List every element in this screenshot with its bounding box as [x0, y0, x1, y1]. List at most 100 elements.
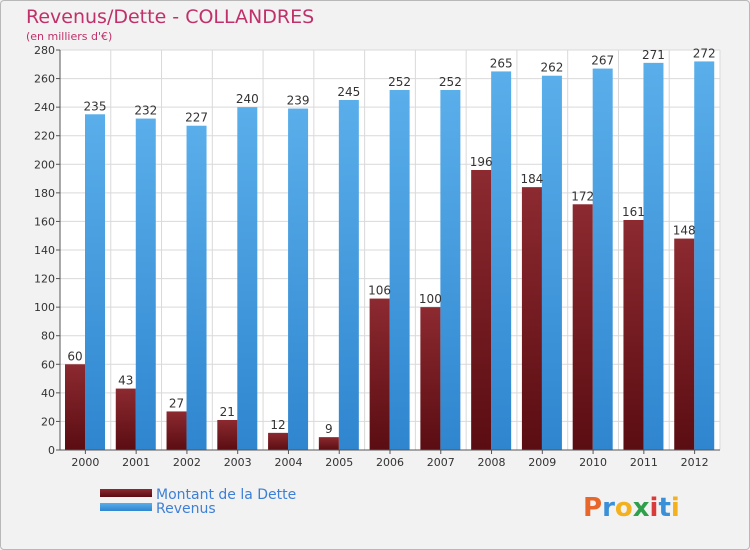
x-tick-label-2006: 2006	[376, 456, 404, 469]
label-revenus-2007: 252	[439, 75, 462, 89]
data-labels: 235 60 232 43 227 27 240 21 239 12 245 9 252 106 252 10…	[67, 46, 715, 436]
label-revenus-2000: 235	[84, 99, 107, 113]
bar-revenus-2002	[186, 125, 207, 450]
y-tick-label: 140	[34, 244, 55, 257]
label-dette-2011: 161	[622, 205, 645, 219]
y-tick-label: 220	[34, 130, 55, 143]
bars	[65, 61, 715, 451]
bar-dette-2002	[166, 411, 187, 450]
label-dette-2006: 106	[368, 284, 391, 298]
x-tick-label-2010: 2010	[579, 456, 607, 469]
y-tick-label: 120	[34, 273, 55, 286]
label-revenus-2008: 265	[490, 56, 513, 70]
label-dette-2008: 196	[470, 155, 493, 169]
x-tick-label-2000: 2000	[71, 456, 99, 469]
bar-dette-2003	[217, 420, 238, 450]
bar-dette-2005	[318, 437, 339, 450]
bar-revenus-2011	[643, 62, 664, 450]
label-dette-2005: 9	[325, 422, 333, 436]
chart-subtitle: (en milliers d'€)	[26, 30, 112, 43]
y-tick-label: 0	[48, 444, 55, 457]
label-dette-2007: 100	[419, 292, 442, 306]
x-tick-label-2002: 2002	[173, 456, 201, 469]
y-tick-label: 180	[34, 187, 55, 200]
label-dette-2001: 43	[118, 374, 133, 388]
label-revenus-2009: 262	[540, 61, 563, 75]
bar-revenus-2000	[85, 114, 105, 451]
bar-revenus-2010	[592, 68, 613, 451]
chart-title: Revenus/Dette - COLLANDRES	[26, 6, 314, 28]
label-dette-2002: 27	[169, 396, 184, 410]
bar-dette-2012	[674, 238, 695, 450]
y-tick-label: 240	[34, 101, 55, 114]
x-tick-label-2008: 2008	[478, 456, 506, 469]
label-revenus-2002: 227	[185, 111, 208, 125]
legend-swatch-debt	[100, 489, 152, 497]
bar-dette-2009	[521, 187, 542, 450]
bar-dette-2008	[471, 170, 492, 450]
y-tick-label: 200	[34, 158, 55, 171]
x-tick-label-2001: 2001	[122, 456, 150, 469]
x-tick-label-2007: 2007	[427, 456, 455, 469]
label-revenus-2010: 267	[591, 54, 614, 68]
x-tick-label-2005: 2005	[325, 456, 353, 469]
label-revenus-2004: 239	[287, 94, 310, 108]
label-revenus-2001: 232	[134, 104, 157, 118]
label-revenus-2003: 240	[236, 92, 259, 106]
y-tick-label: 80	[41, 330, 55, 343]
bar-revenus-2003	[237, 107, 258, 451]
label-revenus-2006: 252	[388, 75, 411, 89]
bar-revenus-2006	[389, 90, 410, 450]
label-revenus-2011: 271	[642, 48, 665, 62]
label-revenus-2012: 272	[693, 46, 716, 60]
bar-dette-2010	[572, 204, 593, 450]
x-tick-label-2011: 2011	[630, 456, 658, 469]
x-tick-label-2003: 2003	[224, 456, 252, 469]
logo-letter: x	[633, 493, 650, 523]
y-tick-label: 60	[41, 358, 55, 371]
bar-revenus-2008	[491, 71, 512, 450]
logo-letter: P	[583, 493, 602, 523]
label-revenus-2005: 245	[337, 85, 360, 99]
bar-revenus-2009	[541, 75, 562, 450]
y-tick-label: 280	[34, 44, 55, 57]
logo-letter: i	[650, 493, 659, 523]
logo-letter: r	[602, 493, 615, 523]
label-dette-2012: 148	[673, 224, 696, 238]
bar-revenus-2001	[135, 118, 156, 451]
y-tick-label: 100	[34, 301, 55, 314]
x-tick-label-2012: 2012	[681, 456, 709, 469]
legend-label-debt: Montant de la Dette	[156, 487, 296, 503]
label-dette-2000: 60	[67, 349, 82, 363]
label-dette-2004: 12	[270, 418, 285, 432]
label-dette-2010: 172	[571, 189, 594, 203]
y-tick-label: 20	[41, 415, 55, 428]
logo-letter: o	[615, 493, 633, 523]
logo-letter: t	[658, 493, 670, 523]
logo-letter: i	[671, 493, 680, 523]
y-tick-label: 260	[34, 73, 55, 86]
legend-label-revenus: Revenus	[156, 501, 216, 517]
y-tick-label: 40	[41, 387, 55, 400]
axes: 0 20 40 60 80 100 120 140 160 180 200 220 240 260 280 2…	[34, 44, 720, 469]
legend-swatch-revenus	[100, 503, 152, 511]
x-tick-label-2004: 2004	[274, 456, 302, 469]
proxiti-logo: Proxiti	[583, 493, 680, 523]
bar-dette-2007	[420, 307, 441, 450]
bar-revenus-2004	[288, 108, 309, 451]
bar-revenus-2007	[440, 90, 461, 450]
label-dette-2009: 184	[520, 172, 543, 186]
label-dette-2003: 21	[220, 405, 235, 419]
bar-dette-2011	[623, 220, 644, 450]
bar-revenus-2012	[694, 61, 715, 451]
logo-text: Proxiti	[583, 493, 680, 523]
legend: Montant de la Dette Revenus	[100, 487, 296, 517]
bar-dette-2006	[369, 298, 390, 450]
bar-revenus-2005	[338, 100, 359, 450]
y-tick-label: 160	[34, 215, 55, 228]
x-tick-label-2009: 2009	[528, 456, 556, 469]
bar-dette-2004	[268, 432, 289, 450]
bar-dette-2001	[115, 388, 136, 450]
bar-dette-2000	[65, 364, 85, 450]
